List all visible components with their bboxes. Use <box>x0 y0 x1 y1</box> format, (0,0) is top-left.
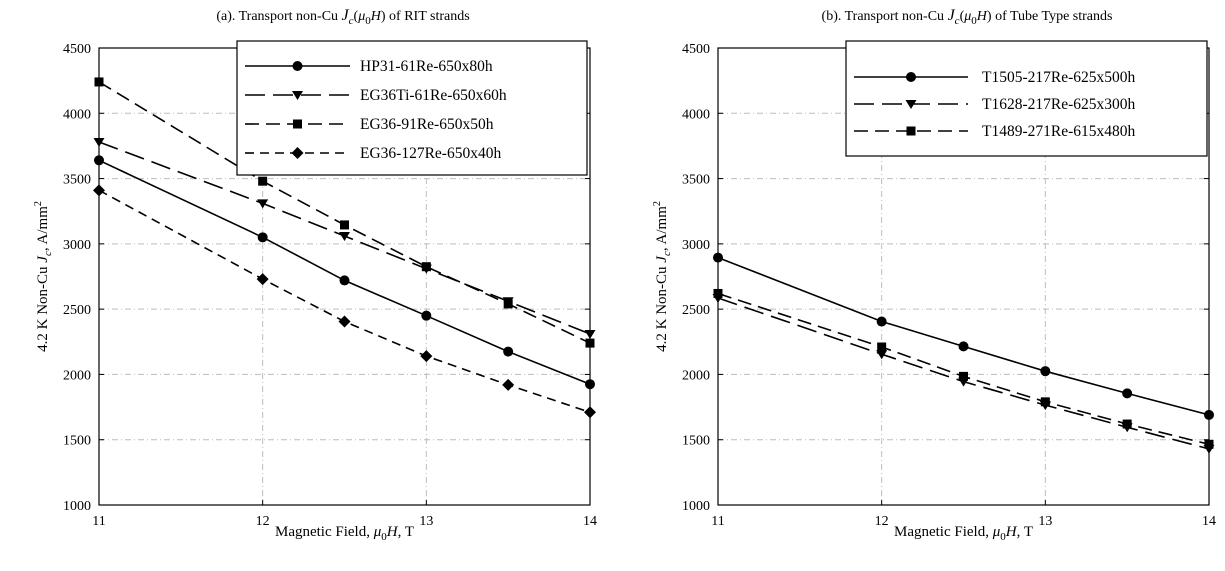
series-line-1 <box>717 256 1210 416</box>
series-line-3 <box>98 81 591 344</box>
legend-label: T1505-217Re-625x500h <box>982 69 1136 86</box>
x-axis-label: Magnetic Field, μ0H, T <box>894 524 1033 543</box>
legend-label: EG36-91Re-650x50h <box>360 116 494 133</box>
legend-label: T1489-271Re-615x480h <box>982 123 1136 140</box>
data-point <box>421 262 431 272</box>
x-tick-label: 12 <box>875 514 889 529</box>
y-tick-label: 3500 <box>682 173 710 188</box>
legend-label: EG36-127Re-650x40h <box>360 145 501 162</box>
series-line-1 <box>98 159 591 385</box>
data-point <box>339 232 350 242</box>
data-point <box>877 342 887 352</box>
series-line-4 <box>98 189 591 414</box>
data-point <box>503 299 513 309</box>
data-point <box>421 310 432 321</box>
data-point <box>338 315 351 328</box>
chart-title: (b). Transport non-Cu Jc(μ0H) of Tube Ty… <box>822 7 1113 27</box>
chart-title: (a). Transport non-Cu Jc(μ0H) of RIT str… <box>216 7 469 27</box>
y-tick-label: 2000 <box>682 368 710 383</box>
legend-marker <box>292 91 303 100</box>
chart-b: 11 12 13 14 1000 1500 2000 2500 3000 3500 4000 4500… <box>652 7 1216 543</box>
y-tick-label: 3000 <box>63 238 91 253</box>
legend-label: EG36Ti-61Re-650x60h <box>360 87 507 104</box>
legend-marker <box>906 72 916 82</box>
legend-marker <box>905 100 917 109</box>
y-axis-label: 4.2 K Non-Cu Jc, A/mm2 <box>33 201 54 352</box>
x-axis-label: Magnetic Field, μ0H, T <box>275 524 414 543</box>
y-tick-label: 1000 <box>63 499 91 514</box>
y-tick-label: 2000 <box>63 368 91 383</box>
data-point <box>1040 366 1051 377</box>
x-tick-label: 11 <box>92 514 105 529</box>
legend: T1505-217Re-625x500h T1628-217Re-625x300h… <box>845 40 1208 157</box>
data-point <box>340 220 349 230</box>
legend-label: HP31-61Re-650x80h <box>360 58 493 75</box>
legend-marker <box>291 147 304 159</box>
x-tick-label: 14 <box>583 514 597 529</box>
legend-label: T1628-217Re-625x300h <box>982 96 1136 113</box>
x-tick-label: 14 <box>1202 514 1216 529</box>
y-tick-label: 2500 <box>682 303 710 318</box>
series-line-2 <box>98 141 591 335</box>
data-point <box>1122 419 1132 429</box>
data-point <box>256 273 269 286</box>
data-point <box>958 341 969 352</box>
legend-box <box>845 40 1208 157</box>
data-point <box>959 371 968 381</box>
x-tick-label: 13 <box>419 514 433 529</box>
data-point <box>339 275 350 286</box>
y-tick-label: 1500 <box>63 434 91 449</box>
y-tick-label: 4000 <box>63 107 91 122</box>
y-tick-label: 1000 <box>682 499 710 514</box>
y-tick-label: 4500 <box>63 42 91 57</box>
legend-marker <box>292 61 303 71</box>
data-point <box>1040 397 1050 407</box>
data-point <box>1122 388 1133 399</box>
data-point <box>258 176 268 186</box>
data-point <box>420 350 433 363</box>
data-point <box>876 350 888 360</box>
x-tick-label: 13 <box>1038 514 1052 529</box>
y-tick-label: 1500 <box>682 434 710 449</box>
y-axis-label: 4.2 K Non-Cu Jc, A/mm2 <box>652 201 673 352</box>
x-tick-label: 11 <box>711 514 724 529</box>
series-line-2 <box>717 297 1210 450</box>
legend-marker <box>906 126 916 136</box>
y-tick-label: 3500 <box>63 173 91 188</box>
data-point <box>502 378 515 391</box>
data-point <box>257 199 269 209</box>
y-tick-label: 2500 <box>63 303 91 318</box>
legend-marker <box>293 119 302 129</box>
data-point <box>876 316 887 327</box>
legend: HP31-61Re-650x80h EG36Ti-61Re-650x60h EG36… <box>236 40 588 176</box>
series-line-3 <box>717 292 1210 446</box>
y-tick-label: 4000 <box>682 107 710 122</box>
chart-a: 11 12 13 14 1000 1500 2000 2500 3000 3500 4000 4500… <box>33 7 597 543</box>
y-tick-label: 3000 <box>682 238 710 253</box>
x-tick-label: 12 <box>256 514 270 529</box>
y-tick-label: 4500 <box>682 42 710 57</box>
data-point <box>257 232 268 243</box>
data-point <box>503 346 514 357</box>
